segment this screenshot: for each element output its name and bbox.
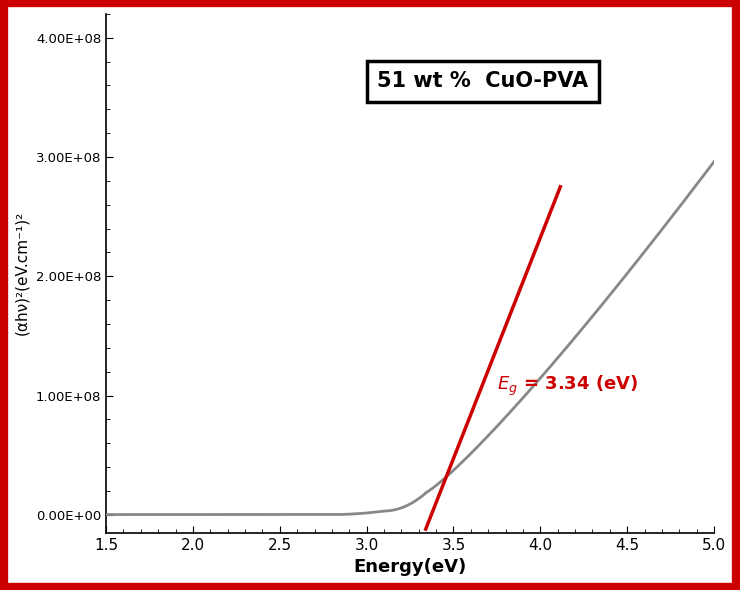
Text: $E_g$ = 3.34 (eV): $E_g$ = 3.34 (eV) (497, 373, 638, 398)
Y-axis label: (αhν)²(eV.cm⁻¹)²: (αhν)²(eV.cm⁻¹)² (14, 211, 29, 336)
Text: 51 wt %  CuO-PVA: 51 wt % CuO-PVA (377, 71, 588, 91)
X-axis label: Energy(eV): Energy(eV) (354, 558, 467, 576)
